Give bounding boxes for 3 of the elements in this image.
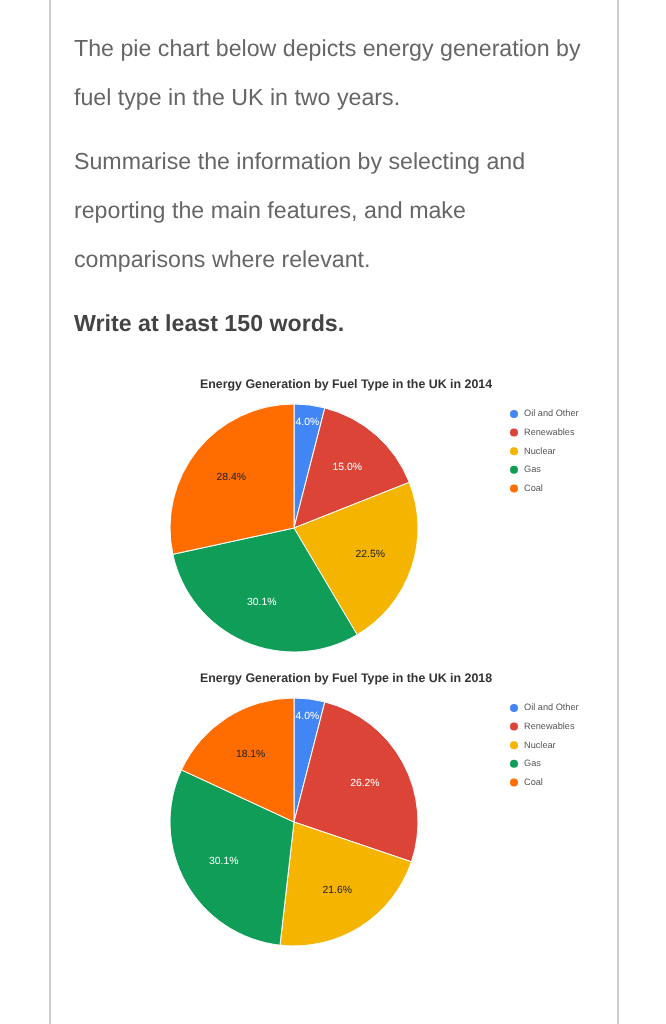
text: Write at least 150 words. [74,311,345,337]
text: Summarise the information by selecting and reporting the main features, and make comparisons where relevant. [74,149,526,273]
text: The pie chart below depicts energy generation by fuel type in the UK in two years. [74,36,581,111]
